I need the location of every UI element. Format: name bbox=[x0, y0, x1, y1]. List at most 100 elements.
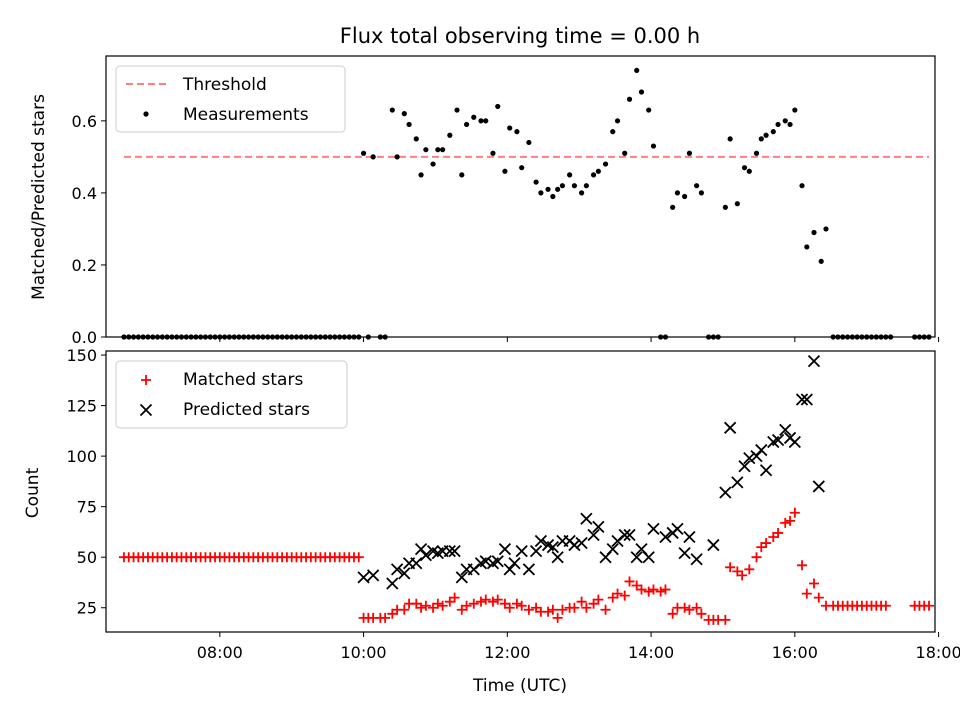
matched-star-point bbox=[643, 586, 654, 597]
matched-star-point bbox=[924, 600, 935, 611]
measurement-point bbox=[746, 168, 752, 174]
measurement-point bbox=[614, 118, 621, 124]
predicted-star-point bbox=[606, 542, 619, 556]
bottom-y-axis-label: Count bbox=[23, 467, 43, 518]
measurement-point bbox=[741, 165, 748, 171]
measurement-point bbox=[545, 186, 551, 192]
measurement-point bbox=[804, 244, 810, 250]
matched-star-point bbox=[600, 604, 611, 615]
matched-star-point bbox=[511, 598, 522, 609]
matched-star-point bbox=[636, 584, 647, 595]
measurement-point bbox=[590, 172, 597, 178]
top-y-tick-label: 0.0 bbox=[72, 328, 97, 347]
top-y-tick-label: 0.2 bbox=[72, 256, 97, 275]
matched-star-point bbox=[543, 606, 554, 617]
matched-star-point bbox=[552, 612, 563, 623]
matched-star-point bbox=[725, 562, 736, 573]
legend-matched-swatch bbox=[141, 375, 151, 385]
predicted-star-point bbox=[731, 476, 744, 489]
measurement-point bbox=[435, 147, 441, 153]
predicted-star-point bbox=[534, 534, 548, 548]
measurement-point bbox=[763, 132, 769, 138]
matched-star-point bbox=[780, 517, 791, 528]
x-tick-label: 08:00 bbox=[197, 643, 243, 662]
matched-star-point bbox=[516, 600, 527, 611]
x-tick-label: 18:00 bbox=[916, 643, 960, 662]
measurement-point bbox=[538, 190, 544, 196]
measurement-point bbox=[775, 121, 781, 128]
legend-plus-mark bbox=[141, 375, 151, 385]
matched-star-point bbox=[751, 552, 762, 563]
matched-star-point bbox=[449, 592, 460, 603]
predicted-star-point bbox=[800, 393, 813, 406]
measurement-point bbox=[823, 226, 829, 232]
matched-star-point bbox=[880, 600, 891, 611]
predicted-star-point bbox=[522, 563, 536, 576]
measurement-point bbox=[401, 111, 407, 117]
predicted-star-point bbox=[707, 538, 720, 552]
measurement-point bbox=[799, 183, 805, 189]
measurement-point bbox=[495, 103, 501, 110]
matched-star-point bbox=[612, 588, 623, 599]
matched-star-point bbox=[684, 604, 695, 615]
measurement-point bbox=[622, 150, 628, 156]
predicted-star-point bbox=[448, 545, 461, 558]
predicted-star-point bbox=[788, 435, 801, 449]
matched-star-point bbox=[547, 604, 558, 615]
measurement-point bbox=[370, 154, 376, 160]
measurement-point bbox=[670, 204, 676, 210]
measurement-point bbox=[519, 165, 525, 171]
matched-star-point bbox=[504, 602, 515, 613]
x-tick-label: 16:00 bbox=[772, 643, 818, 662]
measurement-point bbox=[533, 179, 539, 185]
matched-star-point bbox=[696, 608, 707, 619]
predicted-star-point bbox=[755, 443, 768, 457]
predicted-star-point bbox=[491, 555, 504, 568]
measurement-point bbox=[602, 161, 609, 167]
legend-measurements-label: Measurements bbox=[183, 105, 309, 125]
measurement-point bbox=[610, 129, 616, 135]
matched-star-point bbox=[720, 614, 731, 625]
predicted-star-point bbox=[623, 528, 636, 542]
predicted-star-point bbox=[771, 433, 785, 447]
measurement-point bbox=[447, 132, 453, 138]
matched-star-point bbox=[648, 584, 659, 595]
x-tick-label: 10:00 bbox=[341, 643, 387, 662]
top-y-axis: 0.0 0.2 0.4 0.6 bbox=[72, 112, 106, 347]
matched-star-point bbox=[557, 604, 568, 615]
measurement-point bbox=[567, 172, 573, 178]
measurement-point bbox=[626, 96, 633, 102]
measurement-point bbox=[413, 136, 419, 142]
matched-star-point bbox=[461, 600, 472, 611]
measurement-point bbox=[753, 150, 760, 156]
measurement-point bbox=[559, 183, 566, 189]
matched-star-point bbox=[660, 584, 671, 595]
predicted-star-point bbox=[398, 567, 411, 580]
bottom-y-tick-label: 100 bbox=[66, 447, 97, 466]
matched-star-point bbox=[624, 576, 635, 587]
predicted-star-point bbox=[414, 542, 428, 556]
predicted-stars-points bbox=[357, 354, 825, 590]
legend-threshold-label: Threshold bbox=[182, 75, 267, 95]
matched-star-point bbox=[475, 596, 486, 607]
measurement-point bbox=[394, 154, 400, 160]
predicted-star-point bbox=[724, 421, 737, 434]
matched-star-point bbox=[353, 552, 364, 563]
predicted-star-point bbox=[357, 571, 370, 584]
legend-x-mark bbox=[139, 403, 153, 417]
predicted-star-point bbox=[443, 545, 456, 558]
top-legend-box bbox=[115, 65, 346, 133]
predicted-star-point bbox=[630, 551, 643, 564]
measurement-point bbox=[674, 190, 681, 196]
bottom-panel-counts: 25 50 75 100 125 150 08:00 10:00 12:00 14:00 16:0… bbox=[23, 346, 960, 696]
measurement-point bbox=[490, 150, 496, 156]
measurement-point bbox=[792, 107, 798, 113]
matched-star-point bbox=[581, 602, 592, 613]
matched-star-point bbox=[813, 592, 824, 603]
top-x-ticks bbox=[219, 337, 940, 342]
measurement-point bbox=[595, 168, 601, 174]
predicted-star-point bbox=[618, 528, 631, 542]
matched-star-point bbox=[744, 564, 755, 575]
top-panel-ratio: 0.0 0.2 0.4 0.6 Matched/Predicted stars Thr… bbox=[29, 55, 940, 347]
matched-star-point bbox=[773, 527, 784, 538]
